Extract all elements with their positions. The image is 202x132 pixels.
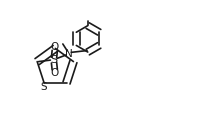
Text: N: N xyxy=(64,48,72,58)
Text: O: O xyxy=(50,42,59,52)
Text: O: O xyxy=(50,68,59,78)
Text: S: S xyxy=(50,55,57,65)
Text: S: S xyxy=(40,82,46,92)
